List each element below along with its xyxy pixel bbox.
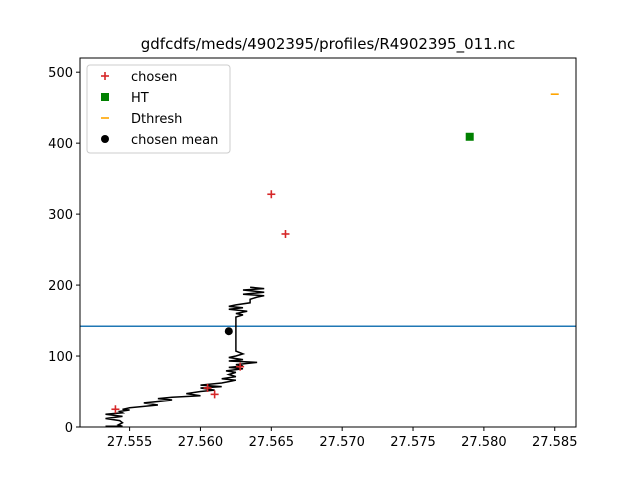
- y-tick-label: 100: [48, 350, 73, 365]
- chart-title: gdfcdfs/meds/4902395/profiles/R4902395_0…: [141, 35, 515, 54]
- plot-area: [80, 93, 576, 427]
- y-tick-label: 200: [48, 279, 73, 294]
- chosen-point: [111, 405, 120, 414]
- y-tick-label: 400: [48, 137, 73, 152]
- legend: chosen HT Dthresh chosen mean: [86, 64, 231, 154]
- y-tick-label: 500: [48, 66, 73, 81]
- chosen-point: [203, 383, 212, 392]
- legend-box: [86, 64, 231, 154]
- axes-frame: [79, 57, 577, 428]
- y-tick-label: 0: [65, 421, 73, 436]
- x-tick-label: 27.555: [107, 435, 153, 450]
- chosen-point: [236, 362, 245, 371]
- axes: 27.555 27.560 27.565 27.570 27.575 27.580 27.5…: [48, 66, 577, 450]
- legend-label-ht: HT: [131, 91, 149, 106]
- legend-label-dthresh: Dthresh: [131, 112, 182, 127]
- x-tick-label: 27.560: [178, 435, 224, 450]
- legend-label-chosen-mean: chosen mean: [131, 133, 218, 148]
- profile-line: [105, 286, 265, 427]
- chosen-point: [281, 229, 290, 238]
- y-tick-label: 300: [48, 208, 73, 223]
- ht-point: [465, 132, 474, 141]
- x-tick-label: 27.580: [461, 435, 507, 450]
- x-tick-label: 27.565: [249, 435, 295, 450]
- legend-marker-chosen: [101, 72, 109, 80]
- legend-marker-ht: [101, 93, 109, 101]
- x-tick-label: 27.570: [319, 435, 365, 450]
- chosen-mean-point: [224, 327, 233, 336]
- chosen-point: [210, 390, 219, 399]
- legend-marker-chosen-mean: [101, 135, 109, 143]
- legend-label-chosen: chosen: [131, 70, 177, 85]
- x-tick-label: 27.585: [532, 435, 578, 450]
- chosen-point: [267, 190, 276, 199]
- x-tick-label: 27.575: [390, 435, 436, 450]
